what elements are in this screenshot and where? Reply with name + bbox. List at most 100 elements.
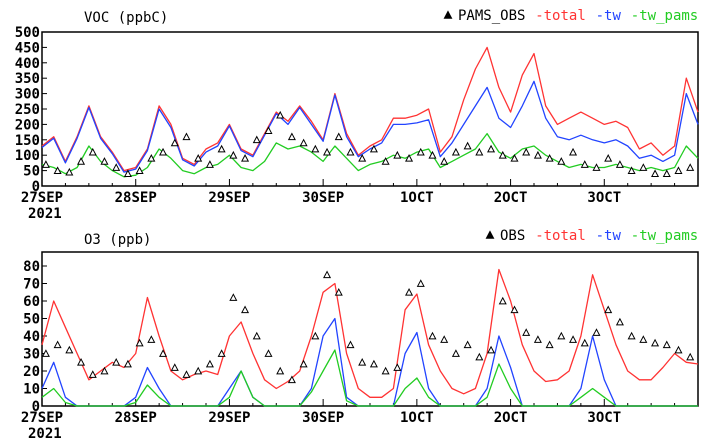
obs-marker [53,340,62,349]
series-tw-line [41,80,699,173]
obs-marker [451,147,460,156]
obs-marker [88,370,97,378]
x-tick-label: 28SEP [115,410,157,426]
y-tick-label: 0 [32,399,40,415]
obs-marker [428,331,437,340]
obs-marker [651,169,660,178]
obs-marker [545,340,554,349]
x-tick-label: 3OCT [587,410,621,426]
y-tick-label: 40 [23,329,40,345]
obs-marker [533,150,542,159]
obs-marker [323,147,332,156]
obs-marker [510,154,519,162]
obs-marker [639,163,648,171]
series-total-line [41,46,699,172]
obs-marker [170,138,179,147]
year-label: 2021 [28,206,62,222]
obs-marker [416,279,425,287]
obs-marker [205,359,214,368]
obs-marker [65,167,74,176]
obs-marker [615,160,624,168]
legend-label: -tw_pams [631,228,698,244]
panel-title: O3 (ppb) [84,232,151,248]
obs-marker [346,147,355,156]
obs-marker [522,328,531,336]
obs-marker [299,359,308,368]
x-tick-label: 28SEP [115,190,157,206]
legend-label: PAMS_OBS [458,8,525,24]
obs-marker [463,340,472,349]
obs-marker [323,270,332,279]
obs-marker [264,126,273,134]
series-pams-obs-markers [41,110,695,178]
obs-marker [463,141,472,150]
obs-marker [405,287,414,296]
obs-marker [112,357,121,366]
obs-marker [580,160,589,168]
obs-marker [147,154,156,162]
obs-marker [41,349,50,357]
x-tick-label: 29SEP [208,190,250,206]
obs-marker [276,110,285,119]
obs-marker [545,154,554,162]
obs-marker [346,340,355,349]
obs-marker [88,147,97,156]
y-tick-label: 70 [23,277,40,293]
obs-marker [369,144,378,153]
y-tick-label: 0 [32,179,40,195]
obs-marker [498,296,507,305]
y-tick-label: 200 [15,117,40,133]
obs-marker [311,331,320,340]
obs-marker [662,340,671,349]
obs-marker [123,169,132,178]
obs-marker [287,375,296,384]
y-tick-label: 60 [23,294,40,310]
obs-marker [416,147,425,156]
y-tick-label: 500 [15,25,40,41]
series-total-line [41,268,699,398]
obs-marker [135,166,144,174]
obs-marker [604,154,613,162]
y-tick-label: 50 [23,164,40,180]
obs-marker [358,357,367,366]
obs-marker [405,154,414,162]
x-tick-label: 27SEP [21,190,63,206]
obs-marker [334,132,343,141]
obs-marker [498,150,507,159]
x-tick-label: 27SEP [21,410,63,426]
obs-marker [123,359,132,368]
obs-marker [674,345,683,354]
obs-marker [592,163,601,171]
obs-marker [662,169,671,178]
obs-marker [65,345,74,354]
obs-marker [651,338,660,347]
y-tick-label: 20 [23,364,40,380]
panel-title: VOC (ppbC) [84,10,168,26]
obs-marker [381,366,390,375]
obs-marker [475,352,484,361]
obs-marker [510,305,519,314]
obs-marker [77,357,86,366]
obs-marker [241,154,250,162]
x-tick-label: 30SEP [302,190,344,206]
legend-label: -tw [596,8,622,24]
y-tick-label: 300 [15,87,40,103]
legend-label: -tw_pams [631,8,698,24]
obs-marker [205,160,214,168]
obs-marker [369,359,378,368]
plot-frame [41,31,699,187]
y-tick-label: 150 [15,133,40,149]
year-label: 2021 [28,426,62,442]
obs-marker [428,150,437,159]
obs-marker [686,352,695,361]
obs-marker [112,163,121,171]
obs-marker [287,132,296,141]
y-tick-label: 10 [23,382,40,398]
obs-marker [451,349,460,357]
obs-marker [229,293,238,301]
legend-marker [443,10,453,19]
obs-marker [440,335,449,343]
obs-marker [311,144,320,153]
obs-marker [217,144,226,153]
